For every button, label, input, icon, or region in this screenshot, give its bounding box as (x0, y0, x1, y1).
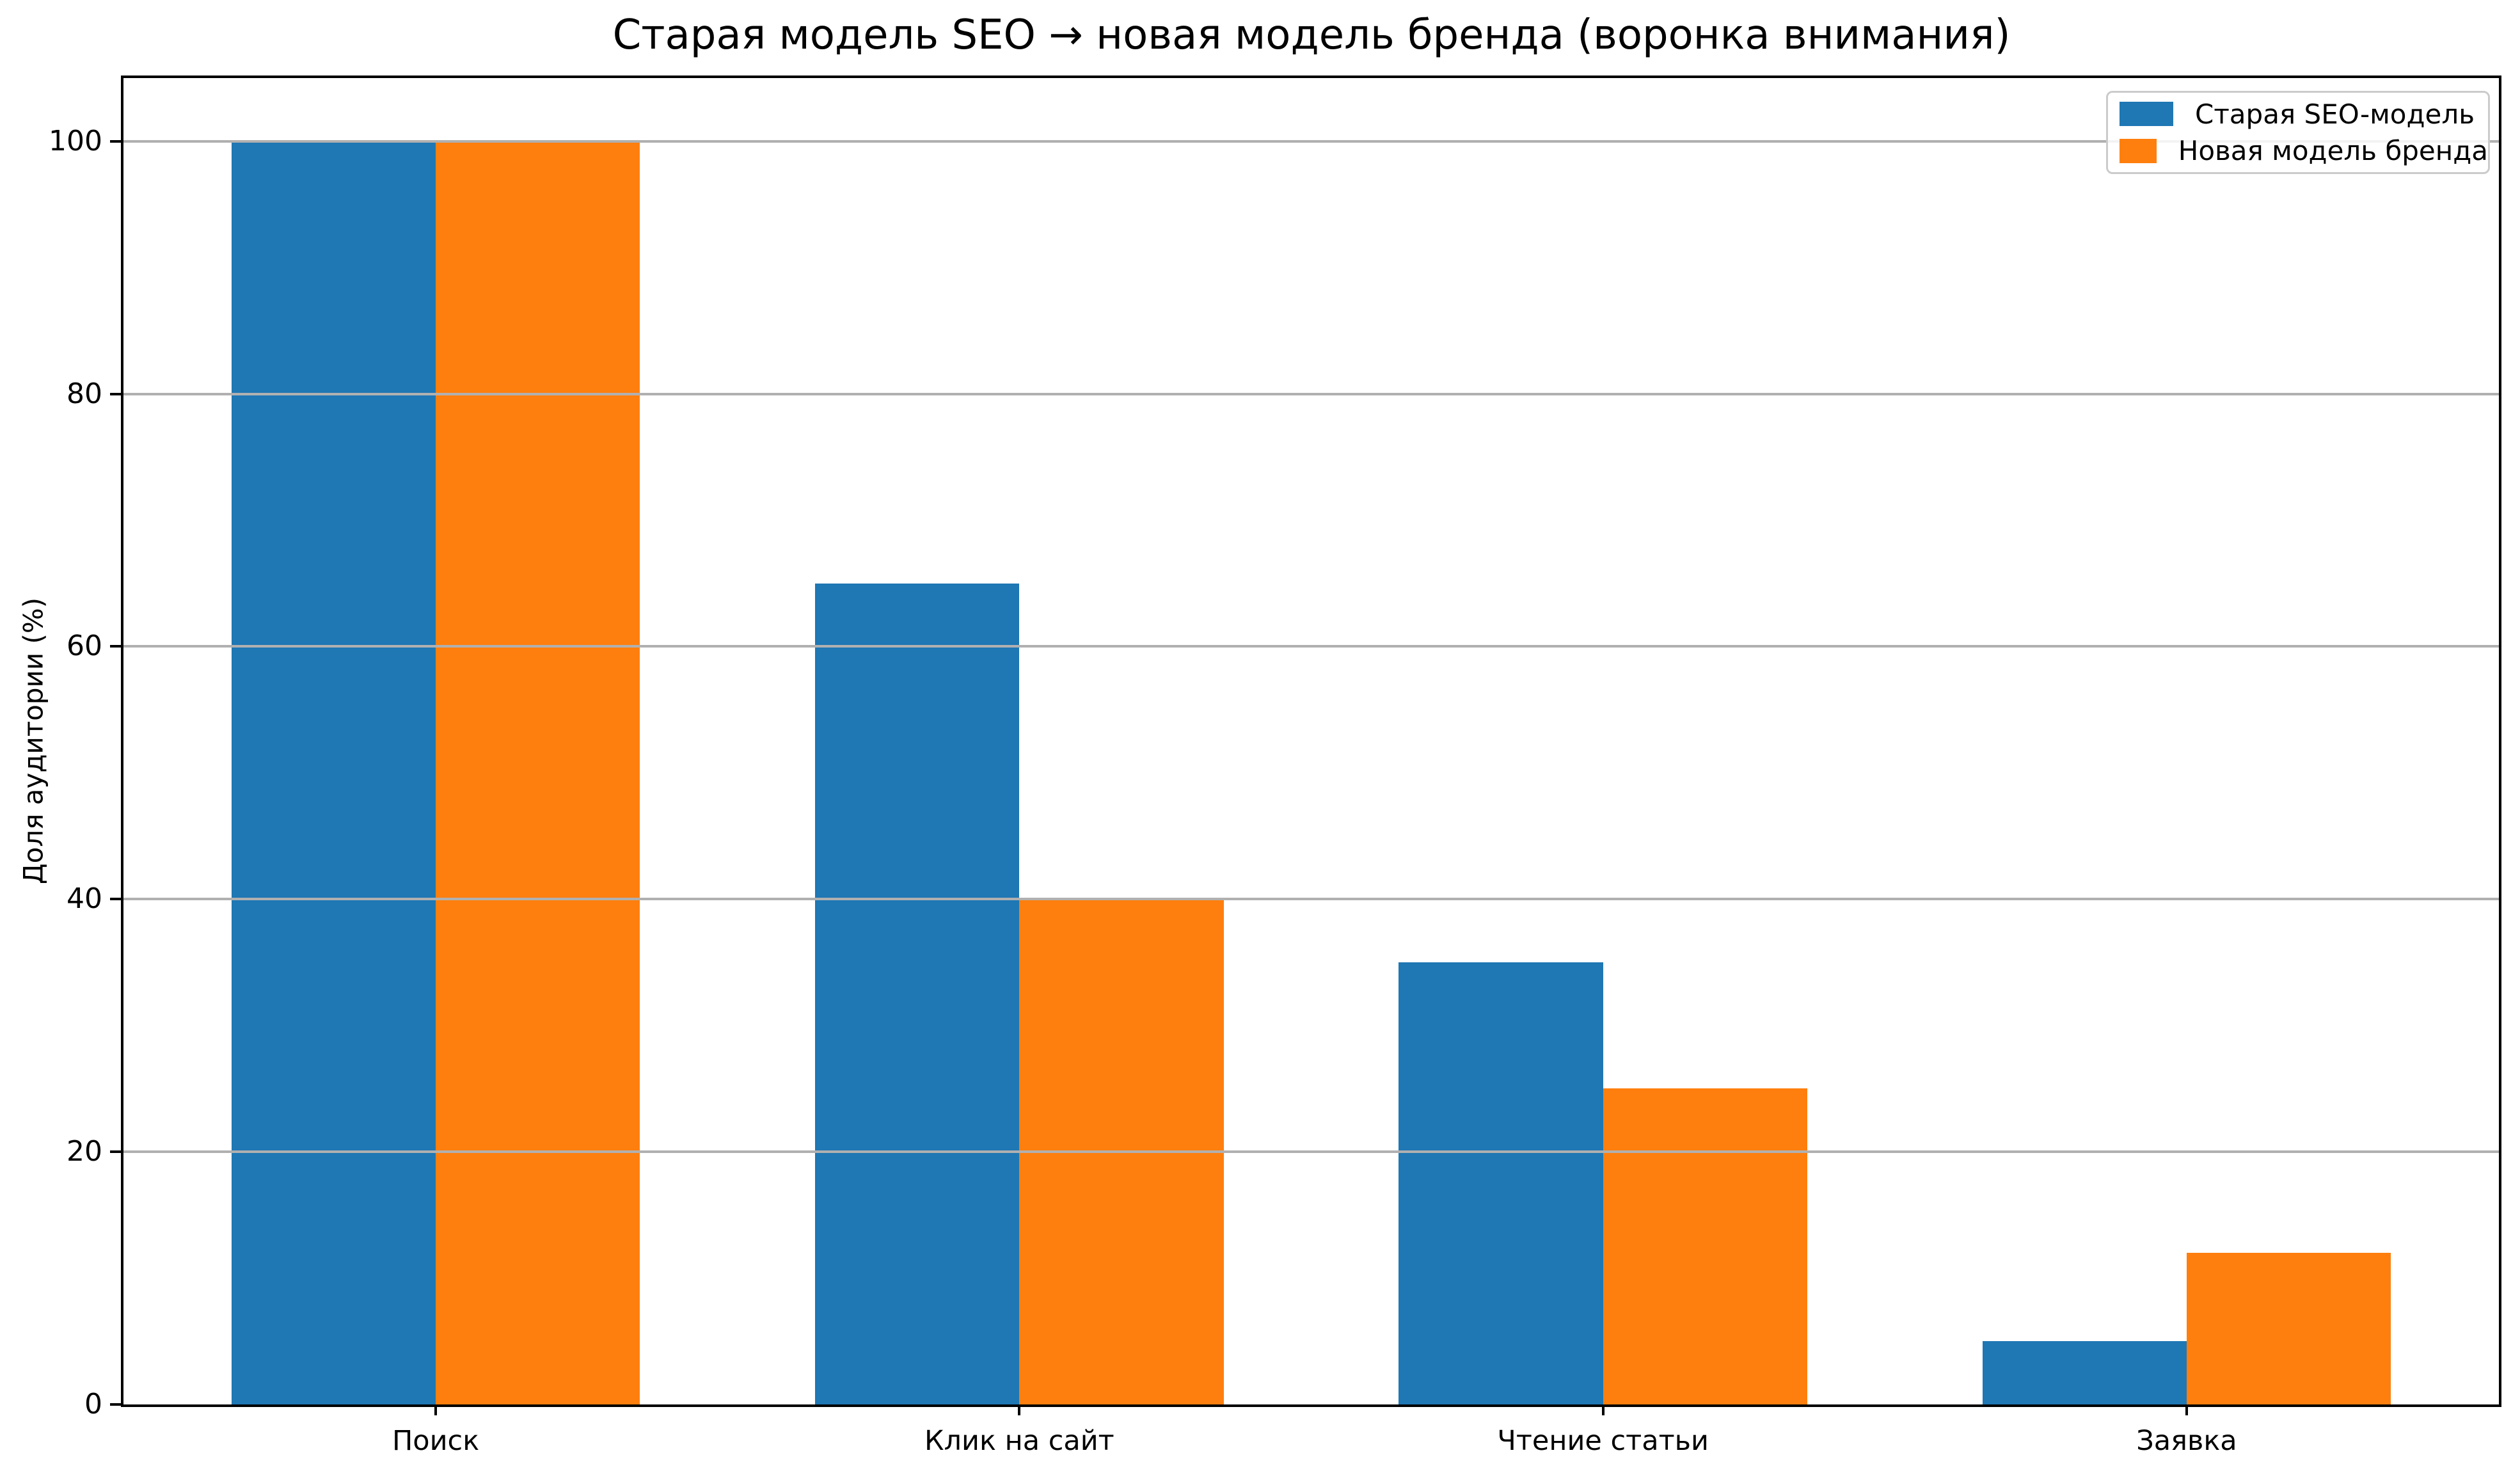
legend-label-old-seo: Старая SEO-модель (2195, 98, 2475, 130)
gridline-y40 (123, 898, 2499, 901)
y-tick-label-0: 0 (84, 1388, 102, 1420)
y-tick-label-100: 100 (49, 124, 102, 157)
y-axis-label: Доля аудитории (%) (17, 597, 49, 885)
bar-series0-cat0 (231, 141, 436, 1404)
y-tick-mark-40 (110, 898, 121, 901)
bar-series1-cat3 (2186, 1253, 2391, 1404)
y-tick-label-80: 80 (67, 377, 102, 410)
bar-series0-cat2 (1399, 962, 1603, 1404)
legend: Старая SEO-модель Новая модель бренда (2106, 91, 2490, 174)
axis-layer: 0 20 40 60 80 100 Поиск Клик на сайт Чтение стат… (49, 78, 2499, 1457)
bar-series1-cat0 (436, 141, 640, 1404)
x-tick-mark-1 (1018, 1404, 1021, 1415)
y-tick-label-60: 60 (67, 630, 102, 663)
chart-title: Старая модель SEO → новая модель бренда … (612, 12, 2011, 59)
legend-item-old-seo: Старая SEO-модель (2120, 99, 2488, 130)
y-tick-mark-80 (110, 392, 121, 395)
y-tick-label-20: 20 (67, 1135, 102, 1168)
x-tick-mark-2 (1601, 1404, 1605, 1415)
y-tick-mark-100 (110, 139, 121, 143)
y-tick-label-40: 40 (67, 882, 102, 916)
legend-swatch-old-seo (2120, 102, 2173, 127)
x-tick-label-2: Чтение статьи (1497, 1425, 1709, 1457)
x-tick-label-3: Заявка (2136, 1425, 2237, 1457)
gridline-y80 (123, 392, 2499, 395)
bar-series0-cat1 (815, 583, 1020, 1404)
legend-item-new-brand: Новая модель бренда (2120, 135, 2488, 166)
x-tick-mark-0 (434, 1404, 438, 1415)
gridline-y20 (123, 1150, 2499, 1154)
x-tick-mark-3 (2185, 1404, 2188, 1415)
y-tick-mark-0 (110, 1403, 121, 1406)
bar-series1-cat2 (1603, 1088, 1807, 1404)
y-tick-mark-20 (110, 1150, 121, 1154)
y-tick-mark-60 (110, 645, 121, 648)
bar-series0-cat3 (1982, 1341, 2187, 1404)
legend-swatch-new-brand (2120, 138, 2157, 163)
x-tick-label-0: Поиск (392, 1425, 480, 1457)
plot-area: 0 20 40 60 80 100 Поиск Клик на сайт Чтение стат… (49, 76, 2501, 1457)
x-tick-label-1: Клик на сайт (924, 1425, 1114, 1457)
legend-label-new-brand: Новая модель бренда (2178, 135, 2488, 167)
gridline-y60 (123, 645, 2499, 648)
gridline-y100 (123, 139, 2499, 143)
grid-layer (123, 78, 2499, 1404)
